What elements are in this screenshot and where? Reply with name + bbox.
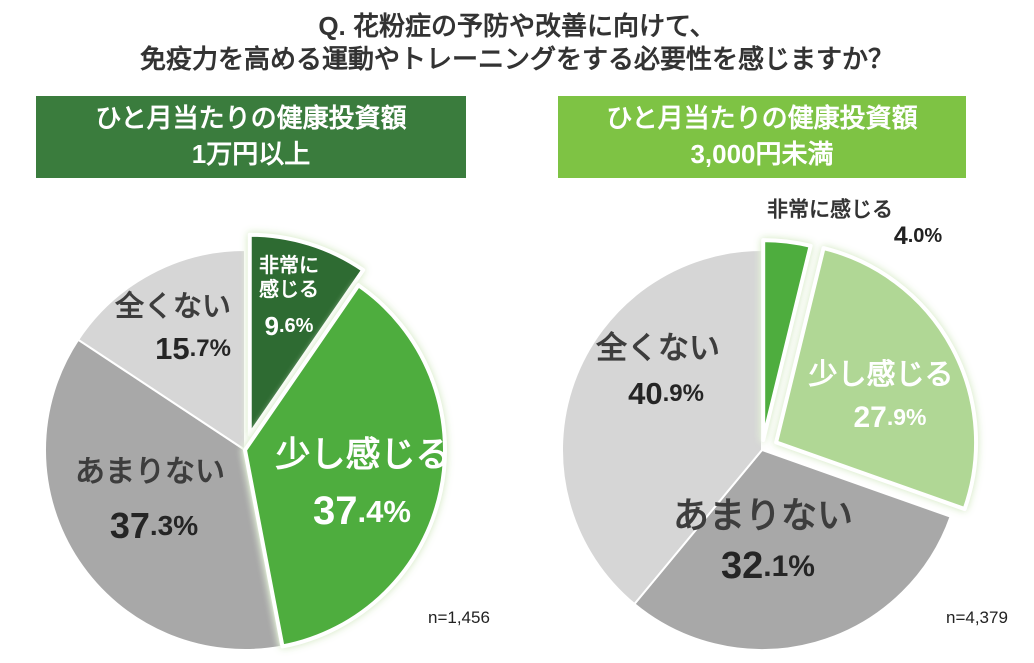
chart-title-line2: 免疫力を高める運動やトレーニングをする必要性を感じますか？ — [139, 44, 894, 74]
pie-1-slice-0 — [761, 238, 813, 443]
pie-0-slice-3-value: 15.7% — [155, 331, 231, 366]
pie-1-slice-3 — [560, 249, 763, 606]
pie-1-slice-2-label: あまりない — [673, 495, 853, 536]
pie-0-slice-3-label: 全くない — [114, 289, 231, 323]
pie-0-slice-2 — [43, 338, 284, 651]
right-chart-header-line2: 3,000円未満 — [690, 139, 834, 169]
chart-title-line1: Q. 花粉症の予防や改善に向けて、 — [318, 11, 716, 41]
pie-chart-left: 非常に感じる 9.6% 少し感じる 37.4% あまりない 37.3% 全くない 15.7% — [43, 232, 451, 651]
pie-0-slice-3 — [77, 249, 246, 451]
pie-1-slice-1 — [774, 246, 979, 512]
pie-0-slice-0-value: 9.6% — [265, 311, 314, 341]
pie-1-slice-1-label: 少し感じる — [808, 358, 953, 391]
pie-0-slice-2-value: 37.3% — [110, 505, 198, 546]
right-chart-header-line1: ひと月当たりの健康投資額 — [606, 103, 918, 133]
pie-1-slice-0-label: 非常に感じる — [767, 198, 893, 222]
chart-title: Q. 花粉症の予防や改善に向けて、 免疫力を高める運動やトレーニングをする必要性… — [0, 10, 1034, 76]
pie-0-slice-0-label: 感じる — [259, 277, 319, 301]
pie-0-slice-2-label: あまりない — [75, 456, 225, 489]
left-chart-header-line2: 1万円以上 — [191, 139, 311, 169]
pie-0-slice-1-label: 少し感じる — [275, 436, 450, 475]
right-chart-header: ひと月当たりの健康投資額 3,000円未満 — [558, 96, 966, 178]
left-chart-header-line1: ひと月当たりの健康投資額 — [95, 103, 407, 133]
pie-0-slice-0-label: 非常に — [259, 254, 319, 277]
left-chart-header: ひと月当たりの健康投資額 1万円以上 — [36, 96, 466, 178]
right-sample-size: n=4,379 — [946, 608, 1008, 627]
pie-0-slice-0 — [247, 232, 366, 437]
pie-1-slice-0-value: 4.0% — [894, 222, 943, 250]
left-sample-size: n=1,456 — [428, 608, 490, 627]
pie-1-slice-3-value: 40.9% — [628, 376, 704, 411]
pie-1-slice-2-value: 32.1% — [721, 545, 815, 587]
pie-1-slice-3-label: 全くない — [595, 331, 720, 366]
pie-1-slice-2 — [633, 449, 952, 651]
pie-1-slice-1-value: 27.9% — [853, 401, 926, 434]
pie-0-slice-1-value: 37.4% — [313, 489, 411, 533]
pie-0-slice-1 — [243, 283, 447, 649]
